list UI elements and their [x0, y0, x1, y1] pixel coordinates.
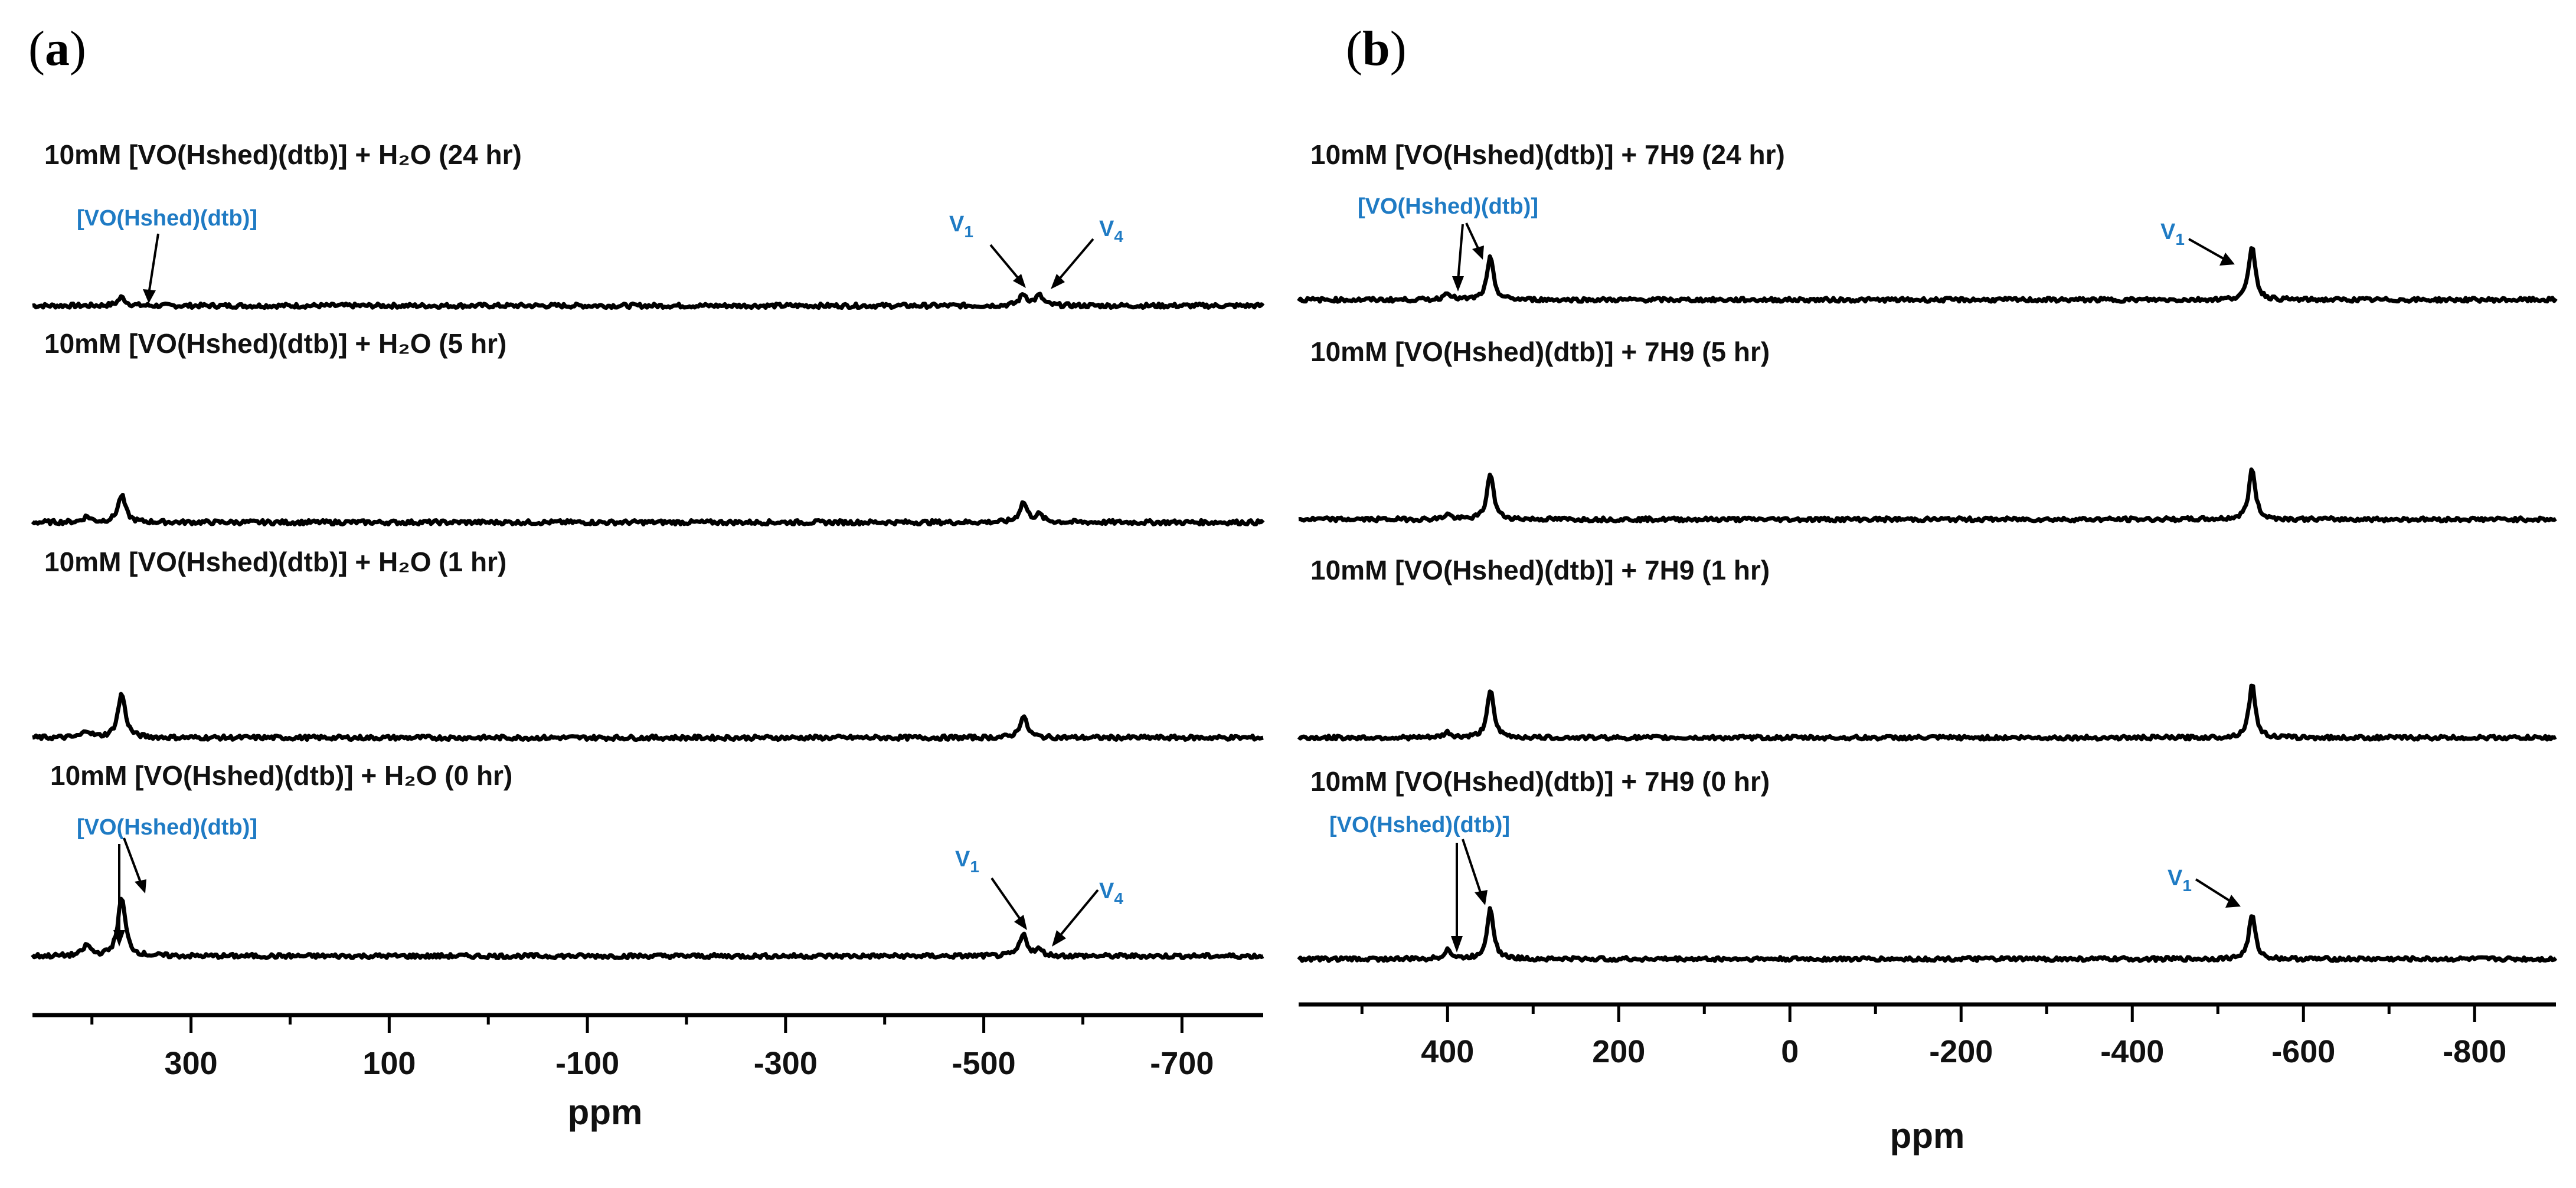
panel-b-letter: (b) — [1346, 21, 1407, 76]
panel-a-trace-label-5hr: 10mM [VO(Hshed)(dtb)] + H₂O (5 hr) — [44, 328, 506, 359]
arrow-complex-bottom-right — [124, 838, 142, 885]
arrowhead-v1-bottom — [1014, 915, 1027, 930]
tick-label: 400 — [1421, 1034, 1474, 1069]
panel-b-axis-title: ppm — [1890, 1116, 1965, 1156]
arrow-b-complex-bottom-right — [1463, 839, 1482, 896]
arrow-v1-top — [990, 245, 1020, 280]
spectrum-trace — [1299, 908, 2556, 961]
tick-label: -300 — [754, 1046, 818, 1081]
panel-b-trace-label-1hr: 10mM [VO(Hshed)(dtb)] + 7H9 (1 hr) — [1310, 555, 1770, 585]
arrowhead-complex-top — [143, 289, 156, 303]
arrow-complex-top — [149, 234, 158, 294]
panel-b-arrows — [1451, 223, 2241, 953]
panel-a-traces — [32, 294, 1263, 958]
panel-a-ticks: 300 100 -100 -300 -500 -700 — [92, 1015, 1214, 1081]
panel-b-anno-v1-bottom: V1 — [2168, 866, 2192, 895]
panel-a-trace-label-24hr: 10mM [VO(Hshed)(dtb)] + H₂O (24 hr) — [44, 139, 522, 170]
arrow-v1-bottom — [992, 878, 1021, 921]
panel-b-anno-complex-bottom: [VO(Hshed)(dtb)] — [1329, 813, 1510, 837]
panel-b-anno-v1-top: V1 — [2160, 220, 2185, 248]
tick-label: -400 — [2100, 1034, 2164, 1069]
panel-b-ticks: 400 200 0 -200 -400 -600 -800 — [1362, 1004, 2506, 1069]
tick-label: -800 — [2443, 1034, 2506, 1069]
arrow-b-complex-top-left — [1458, 224, 1463, 281]
panel-a-anno-complex-top: [VO(Hshed)(dtb)] — [77, 206, 257, 231]
tick-label: 300 — [165, 1046, 218, 1081]
arrow-v4-bottom — [1058, 890, 1098, 938]
panel-a-letter: (a) — [28, 21, 86, 76]
arrow-b-complex-top-right — [1466, 223, 1479, 251]
panel-b-trace-label-24hr: 10mM [VO(Hshed)(dtb)] + 7H9 (24 hr) — [1310, 139, 1785, 170]
panel-b-trace-label-0hr: 10mM [VO(Hshed)(dtb)] + 7H9 (0 hr) — [1310, 766, 1770, 797]
panel-a-anno-v1-top: V1 — [949, 212, 973, 241]
panel-a-axis-title: ppm — [568, 1092, 643, 1132]
spectrum-trace — [1299, 686, 2556, 739]
tick-label: -500 — [952, 1046, 1016, 1081]
panel-b-trace-label-5hr: 10mM [VO(Hshed)(dtb)] + 7H9 (5 hr) — [1310, 336, 1770, 367]
spectrum-trace — [32, 495, 1263, 525]
tick-label: -100 — [555, 1046, 619, 1081]
arrowhead-b-complex-top-right — [1472, 246, 1484, 260]
tick-label: -200 — [1929, 1034, 1993, 1069]
arrowhead-b-complex-bottom-left — [1451, 936, 1463, 953]
tick-label: -700 — [1150, 1046, 1214, 1081]
panel-a-anno-complex-bottom: [VO(Hshed)(dtb)] — [77, 815, 257, 840]
arrow-b-v1-bottom — [2196, 879, 2231, 902]
arrowhead-b-v1-bottom — [2225, 895, 2241, 908]
spectrum-trace — [1299, 248, 2556, 302]
spectrum-trace — [32, 694, 1263, 740]
tick-label: -600 — [2271, 1034, 2335, 1069]
panel-b-anno-complex-top: [VO(Hshed)(dtb)] — [1358, 194, 1538, 219]
arrowhead-complex-bottom-right — [135, 879, 146, 894]
panel-a-trace-label-0hr: 10mM [VO(Hshed)(dtb)] + H₂O (0 hr) — [50, 760, 512, 791]
arrow-v4-top — [1057, 239, 1093, 282]
panel-a-anno-v4-bottom: V4 — [1099, 879, 1123, 908]
arrow-b-v1-top — [2189, 239, 2225, 260]
panel-a-anno-v4-top: V4 — [1099, 217, 1123, 246]
arrowhead-b-v1-top — [2219, 253, 2235, 266]
arrowhead-b-complex-top-left — [1452, 276, 1464, 292]
spectrum-trace — [32, 899, 1263, 958]
panel-a-anno-v1-bottom: V1 — [955, 847, 979, 876]
spectrum-trace — [32, 294, 1263, 308]
tick-label: 100 — [362, 1046, 416, 1081]
spectrum-trace — [1299, 470, 2556, 522]
tick-label: 0 — [1781, 1034, 1799, 1069]
panel-a-trace-label-1hr: 10mM [VO(Hshed)(dtb)] + H₂O (1 hr) — [44, 546, 506, 577]
arrowhead-b-complex-bottom-right — [1475, 890, 1488, 905]
tick-label: 200 — [1592, 1034, 1645, 1069]
